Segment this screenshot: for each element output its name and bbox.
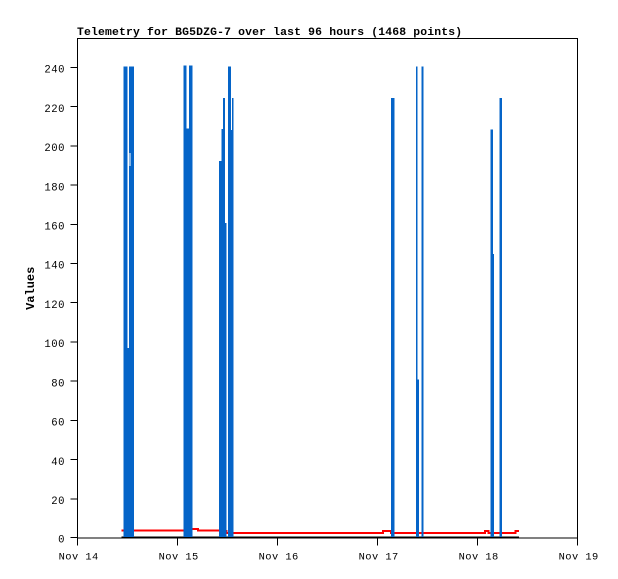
svg-text:120: 120 xyxy=(44,300,65,312)
svg-text:60: 60 xyxy=(51,418,65,430)
svg-text:160: 160 xyxy=(44,222,65,234)
svg-text:Values: Values xyxy=(24,267,38,310)
svg-text:40: 40 xyxy=(51,457,65,469)
svg-text:Nov 17: Nov 17 xyxy=(359,552,399,564)
svg-text:Nov 19: Nov 19 xyxy=(559,552,599,564)
svg-text:80: 80 xyxy=(51,378,65,390)
svg-text:0: 0 xyxy=(58,535,65,547)
svg-text:240: 240 xyxy=(44,65,65,77)
svg-text:Nov 14: Nov 14 xyxy=(59,552,99,564)
svg-text:220: 220 xyxy=(44,104,65,116)
svg-text:20: 20 xyxy=(51,496,65,508)
svg-text:180: 180 xyxy=(44,182,65,194)
svg-text:100: 100 xyxy=(44,339,65,351)
svg-text:Telemetry for BG5DZG-7 over la: Telemetry for BG5DZG-7 over last 96 hour… xyxy=(77,27,462,39)
svg-text:Nov 18: Nov 18 xyxy=(459,552,499,564)
svg-text:200: 200 xyxy=(44,143,65,155)
svg-text:140: 140 xyxy=(44,261,65,273)
svg-text:Nov 16: Nov 16 xyxy=(259,552,299,564)
svg-text:Nov 15: Nov 15 xyxy=(159,552,199,564)
